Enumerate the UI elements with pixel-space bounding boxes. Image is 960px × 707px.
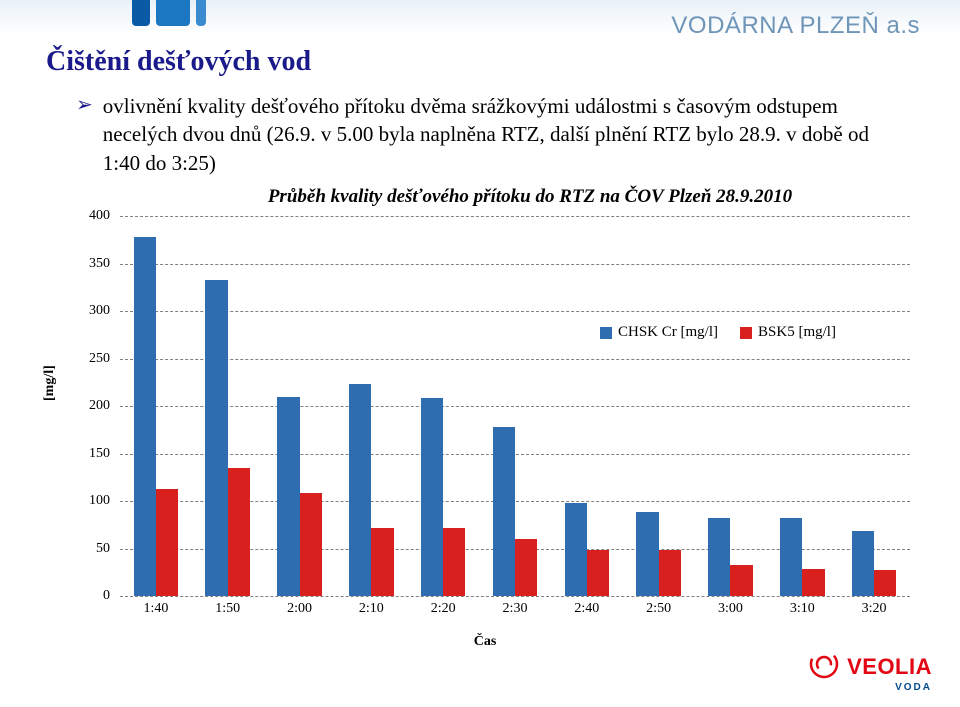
page: VODÁRNA PLZEŇ a.s Čištění dešťových vod …	[0, 0, 960, 707]
chart-bar	[277, 397, 299, 597]
chart-xtick: 3:00	[718, 601, 743, 617]
veolia-swirl-icon	[809, 649, 839, 684]
chart-bar	[300, 493, 322, 596]
chart-ytick: 250	[50, 351, 110, 367]
chart-bar	[371, 528, 393, 596]
chart-bars	[120, 216, 910, 596]
top-stripe-bar	[132, 0, 150, 26]
chart-ytick: 100	[50, 493, 110, 509]
footer-logo: VEOLIA VODA	[809, 649, 932, 693]
page-title: Čištění dešťových vod	[46, 46, 311, 78]
chart-xtick: 3:20	[862, 601, 887, 617]
chart-bar	[515, 539, 537, 596]
chart-ytick: 0	[50, 588, 110, 604]
chart-xtick: 2:20	[431, 601, 456, 617]
chart-ytick: 300	[50, 303, 110, 319]
chart-bar	[852, 531, 874, 596]
chart-bar	[421, 398, 443, 596]
chart-bar	[493, 427, 515, 596]
chart-bar	[156, 489, 178, 596]
chart-ytick: 400	[50, 208, 110, 224]
chart-bar	[134, 237, 156, 596]
bullet-item: ➢ ovlivnění kvality dešťového přítoku dv…	[76, 92, 896, 177]
chart-bar	[780, 518, 802, 596]
chart-bar	[443, 528, 465, 596]
chart-xtick: 3:10	[790, 601, 815, 617]
chart-bar	[874, 570, 896, 596]
chart-xtick: 1:40	[143, 601, 168, 617]
chart-bar	[802, 569, 824, 596]
bullet-text: ovlivnění kvality dešťového přítoku dvěm…	[103, 92, 883, 177]
chart-bar	[228, 468, 250, 596]
chart: Průběh kvality dešťového přítoku do RTZ …	[50, 186, 920, 646]
chart-plot-area: CHSK Cr [mg/l]BSK5 [mg/l] 1:401:502:002:…	[120, 216, 910, 596]
top-stripe-bar	[196, 0, 206, 26]
chart-xaxis-label: Čas	[50, 634, 920, 650]
chart-gridline	[120, 596, 910, 597]
chart-ytick: 200	[50, 398, 110, 414]
chart-ytick: 350	[50, 256, 110, 272]
bullet-glyph-icon: ➢	[76, 92, 93, 117]
footer-logo-name: VEOLIA	[847, 654, 932, 680]
chart-xtick: 2:00	[287, 601, 312, 617]
chart-ytick: 150	[50, 446, 110, 462]
chart-bar	[565, 503, 587, 596]
chart-xtick: 1:50	[215, 601, 240, 617]
chart-bar	[636, 512, 658, 596]
chart-ytick: 50	[50, 541, 110, 557]
chart-xtick: 2:50	[646, 601, 671, 617]
chart-xtick: 2:40	[574, 601, 599, 617]
chart-bar	[205, 280, 227, 596]
chart-xtick: 2:10	[359, 601, 384, 617]
chart-bar	[349, 384, 371, 596]
chart-bar	[587, 550, 609, 596]
brand-text: VODÁRNA PLZEŇ a.s	[671, 12, 920, 40]
chart-xtick: 2:30	[503, 601, 528, 617]
chart-title: Průběh kvality dešťového přítoku do RTZ …	[160, 186, 900, 208]
chart-bar	[708, 518, 730, 596]
top-stripe-bar	[156, 0, 190, 26]
chart-bar	[730, 565, 752, 596]
chart-bar	[659, 550, 681, 596]
chart-yaxis-label: [mg/l]	[42, 365, 58, 401]
